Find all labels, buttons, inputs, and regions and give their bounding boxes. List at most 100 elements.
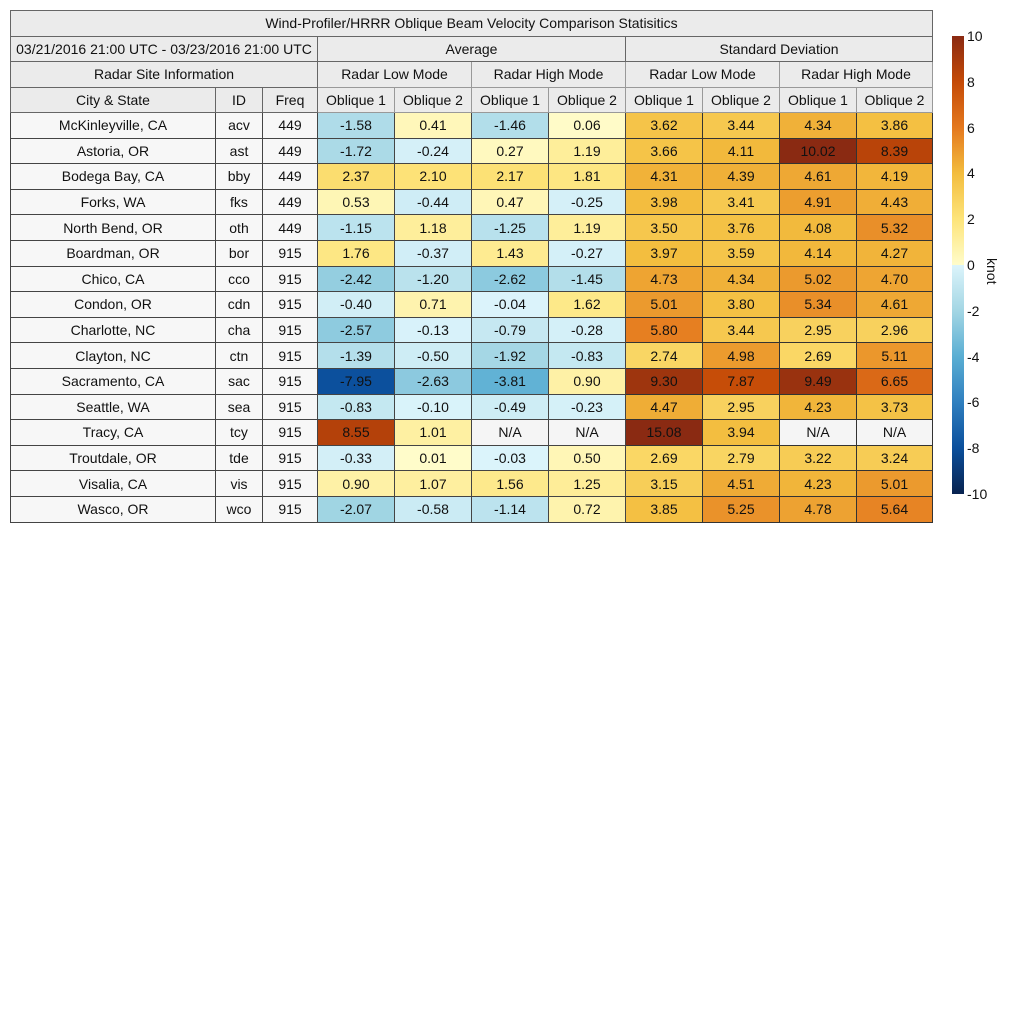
column-header: Oblique 2: [856, 86, 933, 113]
heatmap-cell: -1.72: [317, 137, 395, 165]
heatmap-cell: -3.81: [471, 367, 549, 395]
heatmap-cell: 5.64: [856, 495, 933, 523]
site-freq: 915: [262, 342, 318, 369]
heatmap-cell: 0.47: [471, 188, 549, 216]
heatmap-cell: 4.61: [779, 163, 857, 190]
site-id: sac: [215, 367, 263, 395]
site-city: Chico, CA: [10, 265, 216, 293]
site-city: Visalia, CA: [10, 470, 216, 497]
heatmap-cell: 3.62: [625, 112, 703, 139]
heatmap-cell: 4.14: [779, 239, 857, 267]
site-city: Condon, OR: [10, 291, 216, 318]
heatmap-cell: 10.02: [779, 137, 857, 165]
heatmap-cell: 4.27: [856, 239, 933, 267]
heatmap-cell: 4.34: [702, 265, 780, 293]
heatmap-cell: N/A: [856, 419, 933, 446]
heatmap-cell: 2.95: [779, 316, 857, 344]
heatmap-cell: 8.55: [317, 419, 395, 446]
heatmap-cell: -1.45: [548, 265, 626, 293]
heatmap-cell: 1.07: [394, 470, 472, 497]
heatmap-cell: 5.01: [625, 291, 703, 318]
column-header: Oblique 2: [548, 86, 626, 113]
site-city: Wasco, OR: [10, 495, 216, 523]
site-id: tcy: [215, 419, 263, 446]
heatmap-cell: 3.50: [625, 214, 703, 241]
heatmap-cell: 0.27: [471, 137, 549, 165]
heatmap-cell: 4.19: [856, 163, 933, 190]
site-id: fks: [215, 188, 263, 216]
site-id: cha: [215, 316, 263, 344]
heatmap-cell: 0.71: [394, 291, 472, 318]
heatmap-cell: 0.41: [394, 112, 472, 139]
heatmap-cell: -2.42: [317, 265, 395, 293]
heatmap-cell: -2.57: [317, 316, 395, 344]
heatmap-cell: 3.41: [702, 188, 780, 216]
heatmap-cell: 3.22: [779, 444, 857, 472]
site-freq: 915: [262, 444, 318, 472]
site-id: wco: [215, 495, 263, 523]
heatmap-cell: 4.51: [702, 470, 780, 497]
site-city: Forks, WA: [10, 188, 216, 216]
heatmap-cell: 4.23: [779, 393, 857, 421]
site-id: oth: [215, 214, 263, 241]
heatmap-cell: 4.08: [779, 214, 857, 241]
mode-header: Radar High Mode: [779, 61, 933, 88]
table-row: McKinleyville, CA acv 449 -1.58 0.41 -1.46 0.0…: [10, 112, 933, 139]
heatmap-cell: -0.49: [471, 393, 549, 421]
heatmap-cell: 4.73: [625, 265, 703, 293]
heatmap-cell: 0.01: [394, 444, 472, 472]
colorbar-tick-label: 8: [967, 73, 975, 90]
column-header: Oblique 1: [779, 86, 857, 113]
table-row: Charlotte, NC cha 915 -2.57 -0.13 -0.79 -0.28 5…: [10, 316, 933, 344]
heatmap-cell: 3.24: [856, 444, 933, 472]
table-row: Clayton, NC ctn 915 -1.39 -0.50 -1.92 -0.83 2.7…: [10, 342, 933, 369]
heatmap-cell: -0.79: [471, 316, 549, 344]
heatmap-cell: 5.80: [625, 316, 703, 344]
heatmap-cell: -1.25: [471, 214, 549, 241]
heatmap-cell: -0.25: [548, 188, 626, 216]
heatmap-cell: -1.92: [471, 342, 549, 369]
heatmap-cell: 3.94: [702, 419, 780, 446]
heatmap-cell: 5.11: [856, 342, 933, 369]
heatmap-cell: 5.01: [856, 470, 933, 497]
site-freq: 915: [262, 239, 318, 267]
column-header: Oblique 1: [317, 86, 395, 113]
heatmap-cell: 3.59: [702, 239, 780, 267]
site-city: Troutdale, OR: [10, 444, 216, 472]
heatmap-cell: 2.17: [471, 163, 549, 190]
table-row: Visalia, CA vis 915 0.90 1.07 1.56 1.25 3.15 4.5…: [10, 470, 933, 497]
heatmap-cell: 2.69: [779, 342, 857, 369]
site-id: vis: [215, 470, 263, 497]
heatmap-cell: N/A: [471, 419, 549, 446]
heatmap-cell: 2.10: [394, 163, 472, 190]
table-row: Troutdale, OR tde 915 -0.33 0.01 -0.03 0.50 2.6…: [10, 444, 933, 472]
table-row: Bodega Bay, CA bby 449 2.37 2.10 2.17 1.81 4.31…: [10, 163, 933, 190]
heatmap-cell: -1.46: [471, 112, 549, 139]
heatmap-cell: -0.04: [471, 291, 549, 318]
heatmap-cell: 2.37: [317, 163, 395, 190]
site-city: Clayton, NC: [10, 342, 216, 369]
site-freq: 915: [262, 291, 318, 318]
heatmap-cell: -0.13: [394, 316, 472, 344]
heatmap-cell: 0.90: [548, 367, 626, 395]
colorbar-tick-label: -8: [967, 440, 980, 457]
heatmap-cell: 4.43: [856, 188, 933, 216]
heatmap-cell: 5.02: [779, 265, 857, 293]
colorbar-tick-label: 10: [967, 28, 983, 44]
heatmap-cell: 1.25: [548, 470, 626, 497]
heatmap-cell: 4.23: [779, 470, 857, 497]
table-row: Condon, OR cdn 915 -0.40 0.71 -0.04 1.62 5.01 3.…: [10, 291, 933, 318]
heatmap-cell: 0.72: [548, 495, 626, 523]
heatmap-cell: 4.31: [625, 163, 703, 190]
colorbar-tick-label: 2: [967, 211, 975, 228]
heatmap-cell: -0.50: [394, 342, 472, 369]
site-city: Boardman, OR: [10, 239, 216, 267]
group-std-dev: Standard Deviation: [625, 35, 933, 62]
heatmap-cell: 4.91: [779, 188, 857, 216]
site-id: bor: [215, 239, 263, 267]
site-id: cdn: [215, 291, 263, 318]
heatmap-cell: -0.33: [317, 444, 395, 472]
site-freq: 449: [262, 163, 318, 190]
heatmap-cell: 4.78: [779, 495, 857, 523]
site-freq: 915: [262, 419, 318, 446]
